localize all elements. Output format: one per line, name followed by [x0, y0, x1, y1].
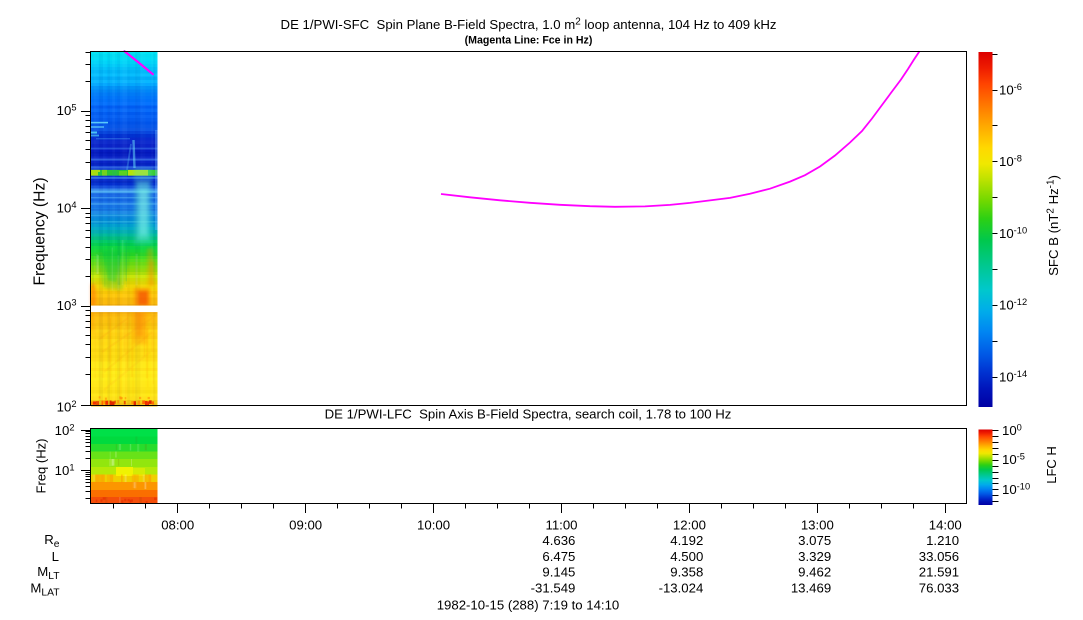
svg-text:MLAT: MLAT	[30, 581, 60, 599]
svg-text:10-14: 10-14	[999, 369, 1027, 385]
svg-text:6.475: 6.475	[542, 549, 575, 564]
svg-text:12:00: 12:00	[673, 517, 706, 532]
svg-text:13:00: 13:00	[801, 517, 834, 532]
svg-text:10:00: 10:00	[417, 517, 450, 532]
svg-text:10-10: 10-10	[999, 225, 1027, 241]
svg-text:(Magenta Line: Fce in Hz): (Magenta Line: Fce in Hz)	[465, 35, 593, 47]
svg-text:LFC H: LFC H	[1044, 446, 1059, 484]
svg-text:Frequency (Hz): Frequency (Hz)	[32, 177, 49, 285]
svg-text:Re: Re	[44, 532, 60, 550]
svg-text:4.500: 4.500	[670, 549, 703, 564]
svg-text:13.469: 13.469	[791, 581, 831, 596]
svg-text:3.329: 3.329	[798, 549, 831, 564]
svg-text:DE 1/PWI-LFC Spin Axis B-Fiel: DE 1/PWI-LFC Spin Axis B-Field Spectra, …	[325, 407, 732, 422]
svg-text:102: 102	[57, 399, 77, 415]
svg-text:10-12: 10-12	[999, 297, 1027, 313]
svg-text:105: 105	[57, 103, 77, 119]
svg-text:9.358: 9.358	[670, 565, 703, 580]
svg-text:10-6: 10-6	[999, 82, 1022, 98]
svg-text:9.145: 9.145	[542, 565, 575, 580]
svg-text:10-5: 10-5	[1002, 451, 1025, 467]
svg-text:-13.024: -13.024	[659, 581, 704, 596]
svg-text:10-8: 10-8	[999, 154, 1022, 170]
svg-text:103: 103	[57, 298, 77, 314]
svg-text:1982-10-15 (288) 7:19 to 14:10: 1982-10-15 (288) 7:19 to 14:10	[437, 598, 620, 613]
svg-text:14:00: 14:00	[929, 517, 962, 532]
svg-text:76.033: 76.033	[919, 581, 959, 596]
svg-text:100: 100	[1002, 423, 1022, 439]
svg-text:08:00: 08:00	[161, 517, 194, 532]
svg-text:102: 102	[55, 422, 75, 438]
svg-text:L: L	[52, 549, 59, 564]
svg-text:10-10: 10-10	[1002, 482, 1030, 498]
svg-text:Freq (Hz): Freq (Hz)	[34, 439, 49, 494]
svg-text:4.192: 4.192	[670, 533, 703, 548]
svg-text:SFC B (nT2 Hz-1): SFC B (nT2 Hz-1)	[1046, 175, 1062, 276]
svg-text:101: 101	[55, 462, 75, 478]
svg-text:11:00: 11:00	[545, 517, 577, 532]
svg-text:MLT: MLT	[37, 564, 60, 582]
svg-text:4.636: 4.636	[542, 533, 575, 548]
svg-text:9.462: 9.462	[798, 565, 831, 580]
svg-text:3.075: 3.075	[798, 533, 831, 548]
svg-text:21.591: 21.591	[919, 565, 959, 580]
svg-text:104: 104	[57, 200, 77, 216]
svg-text:09:00: 09:00	[289, 517, 322, 532]
svg-text:DE 1/PWI-SFC Spin Plane B-Fie: DE 1/PWI-SFC Spin Plane B-Field Spectra,…	[281, 17, 777, 33]
svg-text:-31.549: -31.549	[531, 581, 576, 596]
svg-text:1.210: 1.210	[926, 533, 959, 548]
svg-text:33.056: 33.056	[919, 549, 959, 564]
